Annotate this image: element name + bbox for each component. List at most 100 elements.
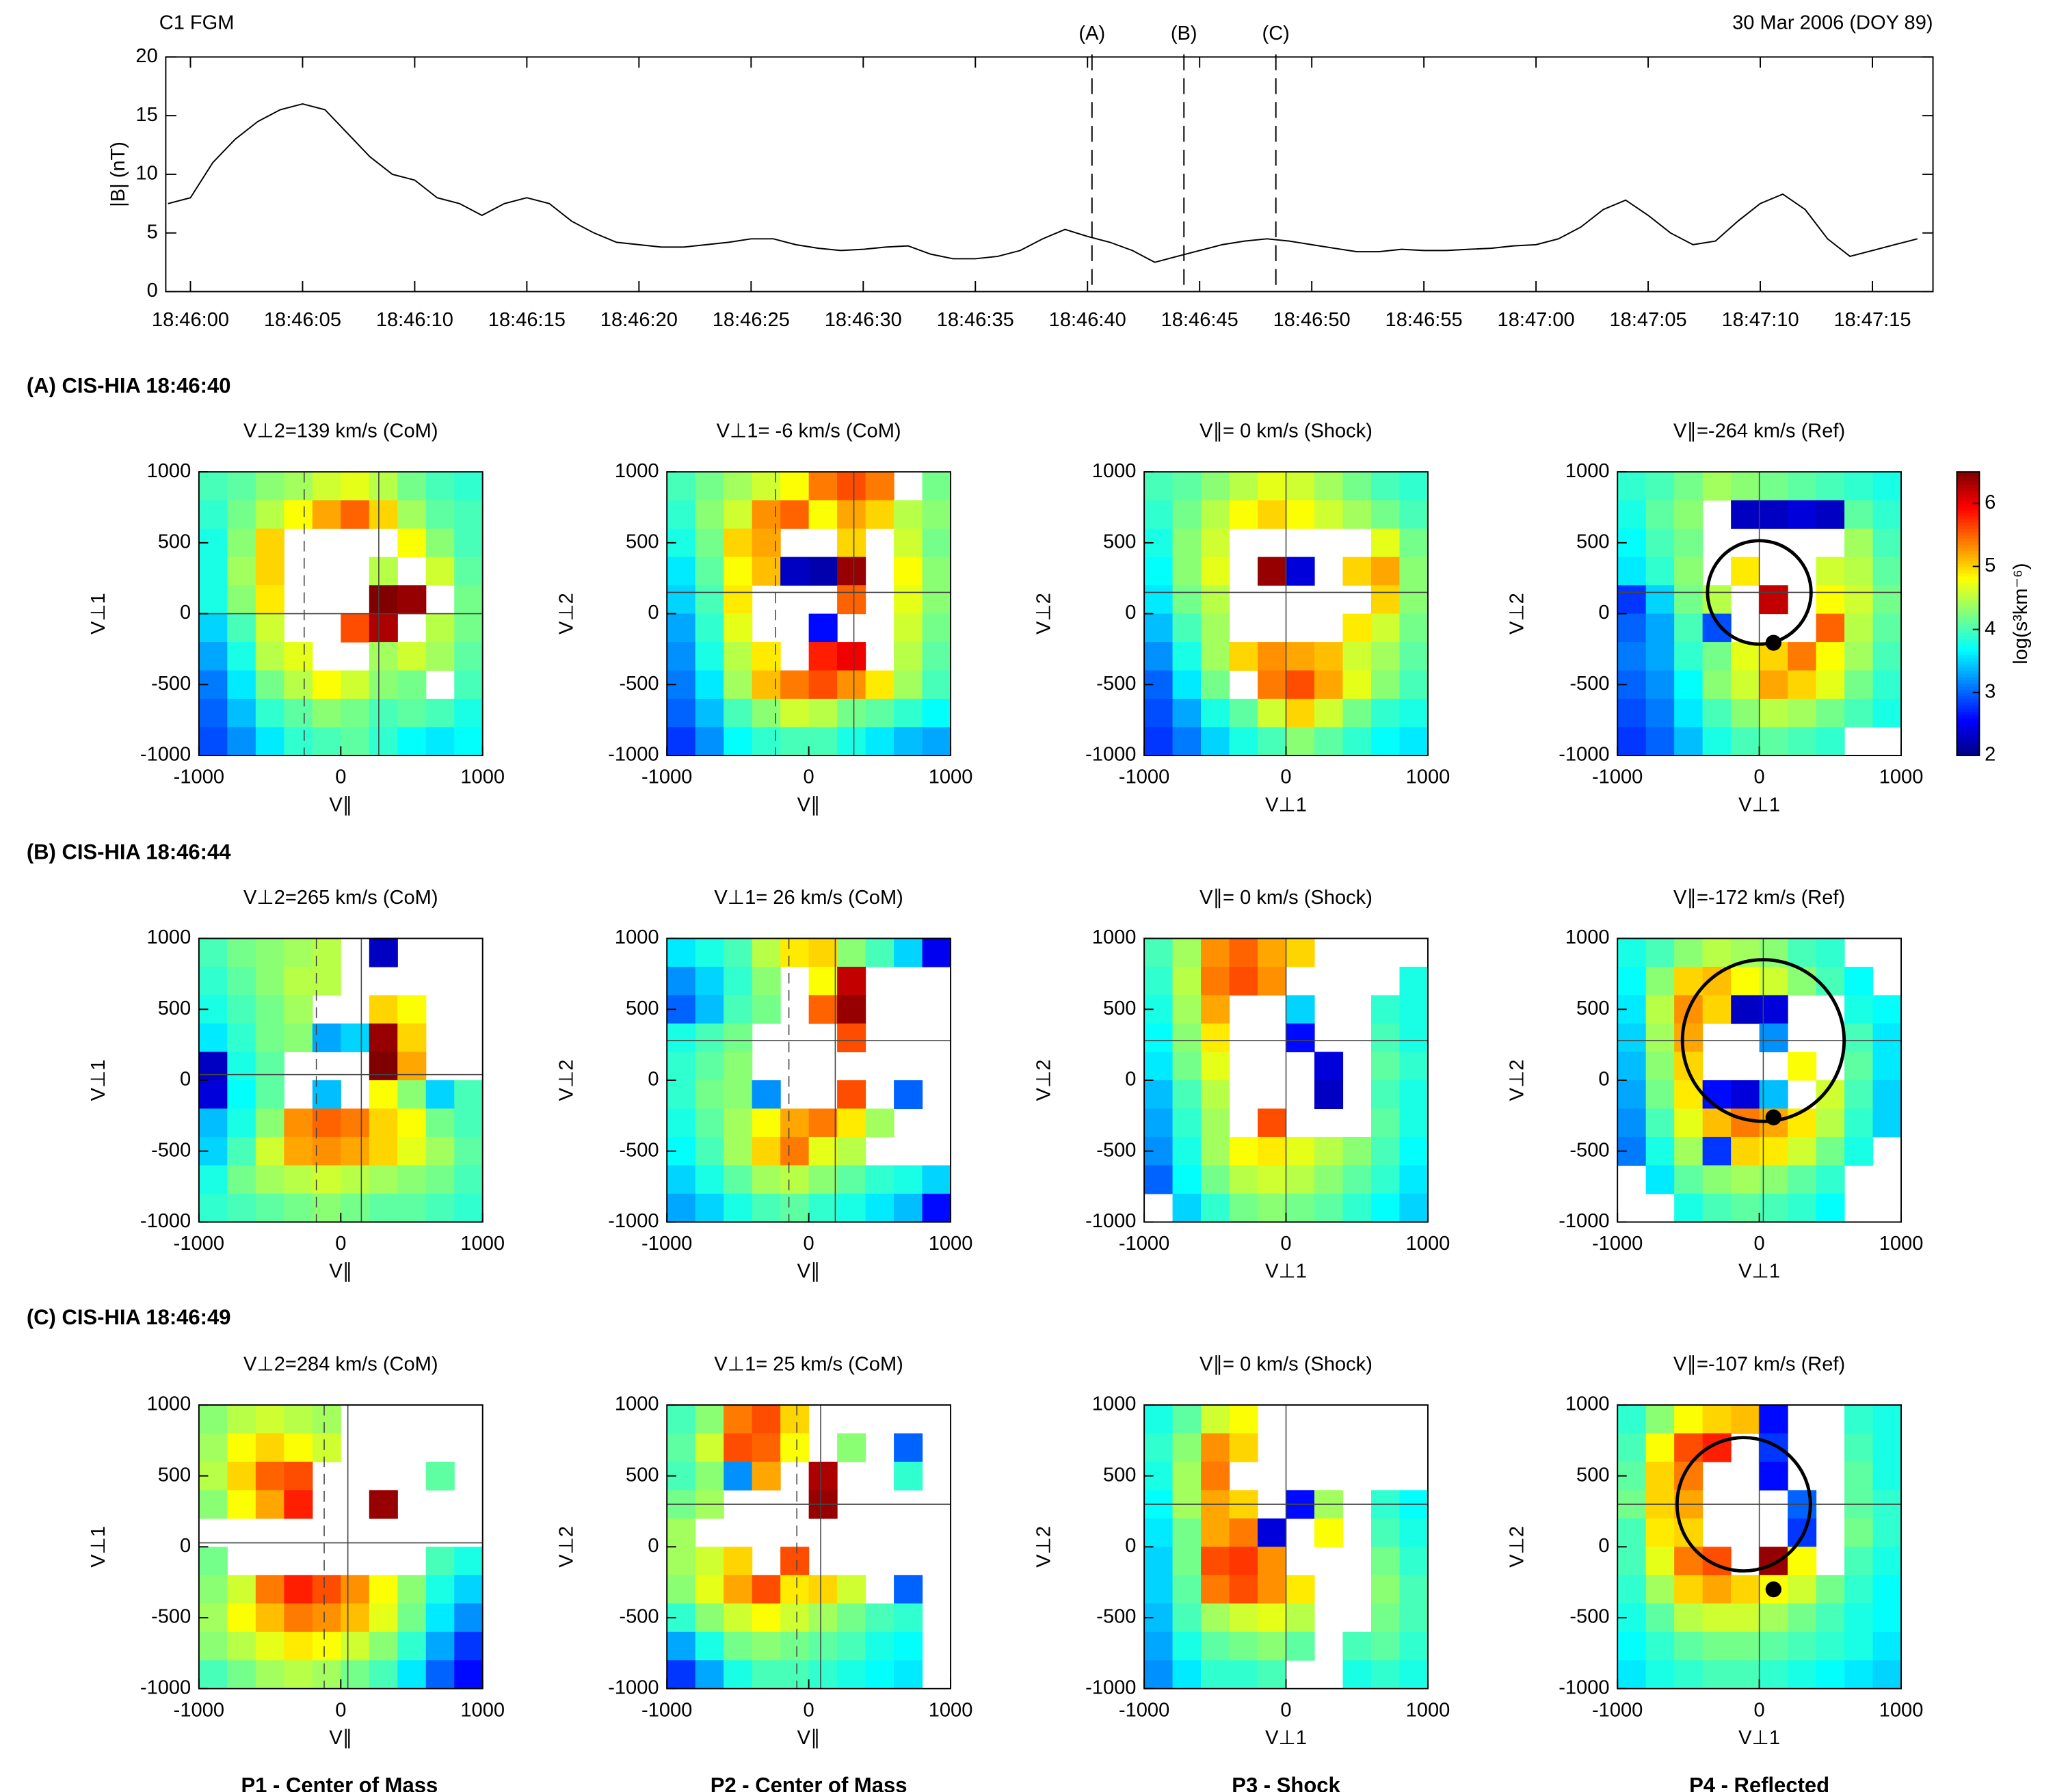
cell — [667, 1518, 696, 1547]
cell — [1144, 1108, 1174, 1138]
cell — [369, 1052, 398, 1081]
cell — [752, 1193, 781, 1222]
cell — [1286, 1136, 1315, 1166]
cell — [1258, 1165, 1287, 1194]
cell — [1229, 1518, 1258, 1547]
panel-title: V∥= 0 km/s (Shock) — [1199, 887, 1373, 909]
cell — [1844, 699, 1874, 728]
cell — [1172, 1547, 1202, 1576]
cell — [454, 1660, 483, 1689]
cell — [1872, 1547, 1902, 1576]
cell — [695, 967, 724, 996]
cell — [227, 1490, 256, 1519]
cell — [227, 1136, 256, 1166]
cell — [1201, 670, 1230, 699]
cell — [1645, 1603, 1675, 1633]
cell — [1731, 557, 1760, 586]
cell — [1201, 1080, 1230, 1110]
cell — [1788, 1518, 1817, 1547]
colorbar-tick-label: 2 — [1985, 744, 1996, 766]
panel-title: V∥= 0 km/s (Shock) — [1199, 1353, 1373, 1375]
event-label: (A) — [1078, 23, 1105, 44]
cell — [752, 500, 781, 529]
cell — [1229, 1631, 1258, 1661]
cell — [780, 699, 810, 728]
cell — [1872, 1404, 1902, 1434]
colorbar-strip — [1957, 623, 1980, 627]
y-tick-label: -1000 — [140, 1210, 191, 1232]
cell — [1314, 1165, 1344, 1194]
y-tick-label: 0 — [1125, 1069, 1136, 1091]
cell — [369, 1136, 398, 1166]
cell — [1201, 1193, 1230, 1222]
cell — [284, 670, 313, 699]
cell — [397, 1631, 427, 1661]
cell — [724, 585, 753, 615]
colorbar-strip — [1957, 676, 1980, 681]
cell — [808, 1165, 838, 1194]
cell — [1617, 557, 1647, 586]
cell — [1370, 727, 1401, 756]
dot — [1765, 1109, 1781, 1125]
cell — [397, 1603, 427, 1633]
cell — [1844, 1023, 1874, 1053]
x-tick-label: 1000 — [1406, 1233, 1450, 1255]
colorbar-strip — [1957, 692, 1980, 697]
colorbar-strip — [1957, 632, 1980, 637]
cell — [1286, 472, 1315, 501]
cell — [922, 670, 951, 699]
cell — [752, 938, 781, 967]
cell — [837, 1433, 866, 1462]
x-tick-label: 0 — [1754, 1233, 1765, 1255]
cell — [312, 1603, 341, 1633]
cell — [894, 1165, 923, 1194]
cell — [341, 500, 370, 529]
colorbar-strip — [1957, 522, 1980, 526]
gyro-circle — [1680, 958, 1846, 1123]
cell — [1702, 613, 1732, 643]
cell — [1286, 642, 1315, 671]
cell — [1872, 557, 1902, 586]
x-tick-label: 0 — [1280, 766, 1291, 788]
cell — [284, 967, 313, 996]
cell — [198, 1052, 228, 1081]
cell — [425, 472, 455, 501]
cell — [1370, 529, 1401, 558]
cell — [284, 727, 313, 756]
cell — [1617, 1433, 1647, 1462]
cell — [1759, 699, 1788, 728]
cell — [865, 699, 894, 728]
cell — [312, 1631, 341, 1661]
cell — [1872, 995, 1902, 1024]
cell — [808, 995, 838, 1024]
x-tick-label: -1000 — [1119, 1699, 1169, 1721]
cell — [369, 1660, 398, 1689]
cell — [1144, 967, 1174, 996]
cell — [1844, 472, 1874, 501]
colorbar-strip — [1957, 503, 1980, 507]
colorbar-strip — [1957, 519, 1980, 523]
cell — [198, 1108, 228, 1138]
cell — [695, 613, 724, 643]
colorbar-strip — [1957, 680, 1980, 684]
x-tick-label: 18:47:10 — [1721, 309, 1799, 331]
cell — [1144, 642, 1174, 671]
y-axis-label: V⊥1 — [88, 1060, 109, 1101]
cell — [1229, 967, 1258, 996]
cell — [724, 1433, 753, 1462]
cell — [1172, 670, 1202, 699]
cell — [1645, 1108, 1675, 1138]
cell — [227, 1404, 256, 1434]
cell — [1370, 1080, 1401, 1110]
colorbar-tick-label: 5 — [1985, 554, 1996, 576]
cell — [1172, 472, 1202, 501]
cell — [695, 1404, 724, 1434]
cell — [1258, 1193, 1287, 1222]
cell — [1788, 1660, 1817, 1689]
cell — [695, 1165, 724, 1194]
x-tick-label: -1000 — [641, 766, 692, 788]
x-axis-label: V∥ — [329, 1261, 352, 1283]
panel-title: V⊥1= 26 km/s (CoM) — [714, 887, 903, 909]
row-header: (A) CIS-HIA 18:46:40 — [27, 373, 231, 397]
cell — [1342, 727, 1372, 756]
